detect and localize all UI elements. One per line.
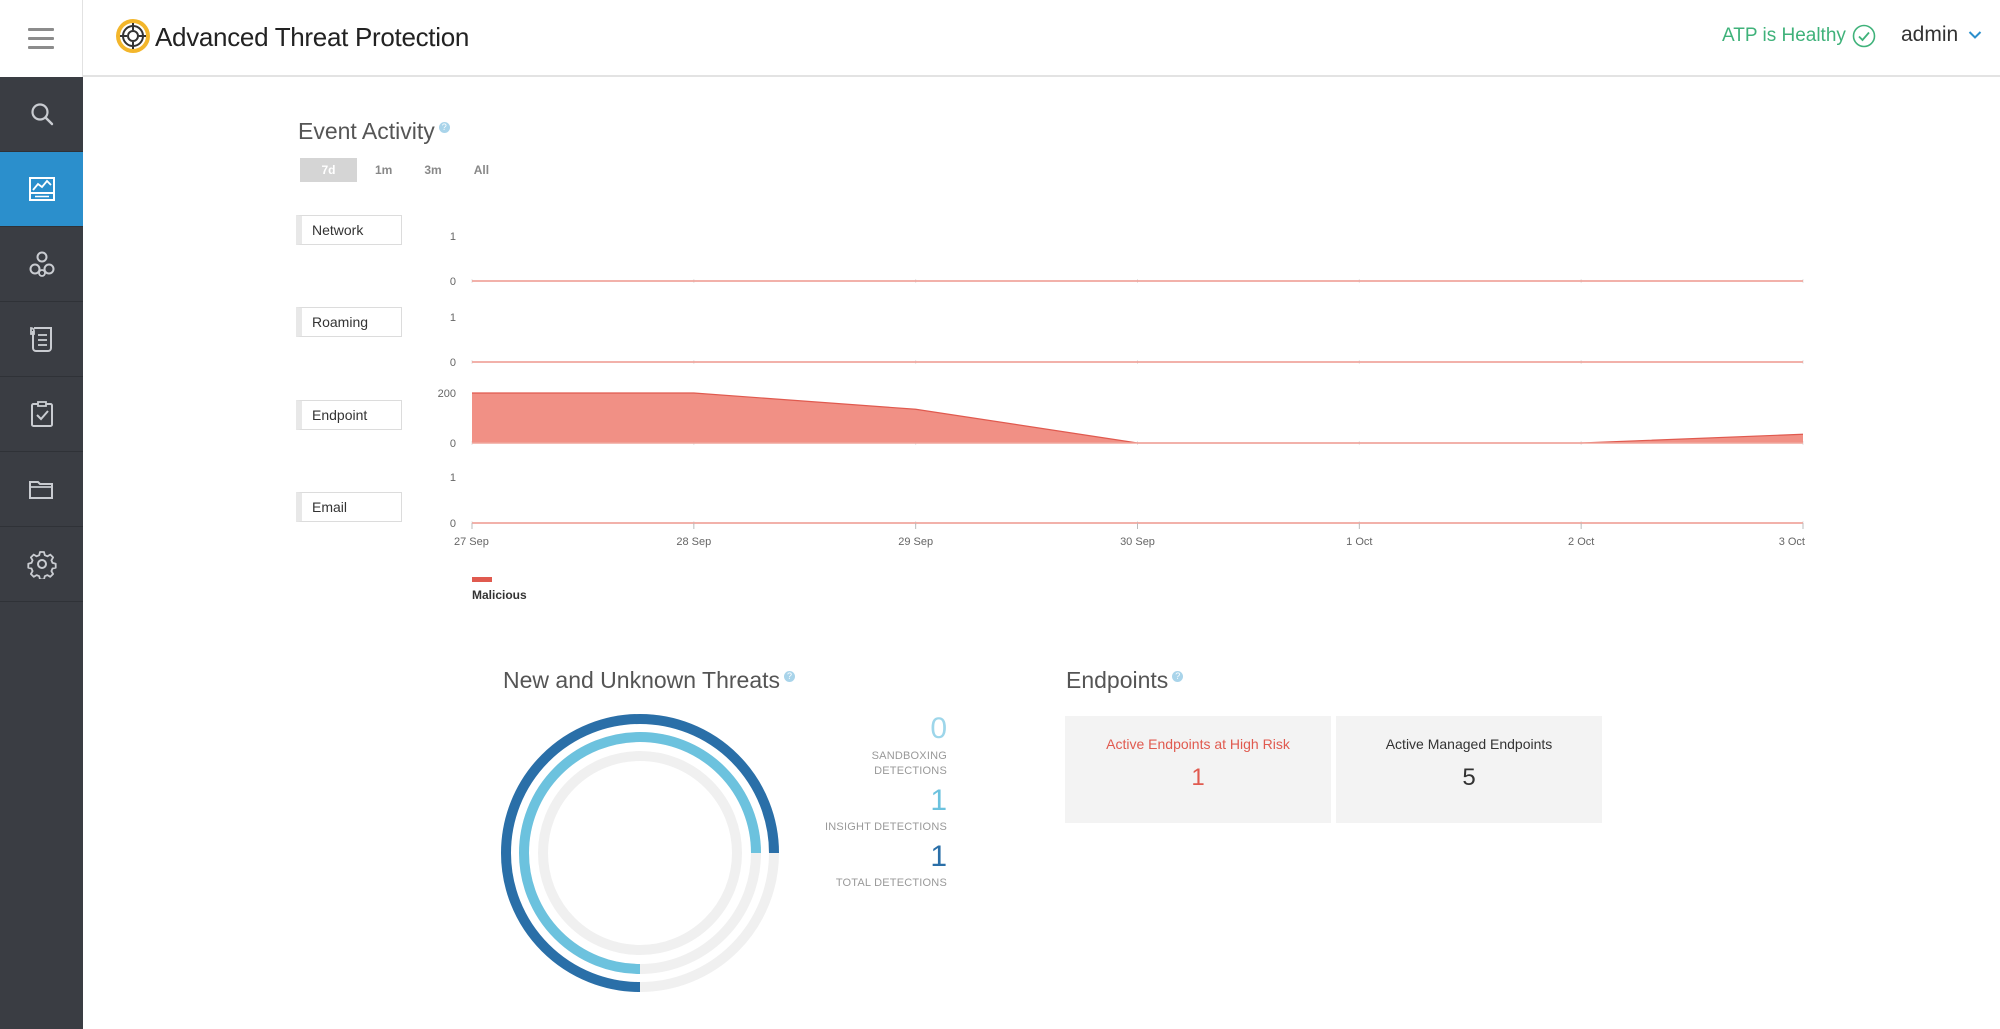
y-tick-label: 0 [450, 357, 456, 369]
gear-icon [26, 551, 57, 579]
stat-sandboxing-value: 0 [930, 712, 947, 745]
threats-title: New and Unknown Threats? [503, 667, 795, 694]
card-high-risk-endpoints[interactable]: Active Endpoints at High Risk 1 [1065, 716, 1331, 823]
sidebar-item-search[interactable] [0, 77, 83, 152]
actions-icon [30, 401, 53, 427]
sidebar-item-dashboard[interactable] [0, 152, 83, 227]
donut-arc-insight [519, 732, 761, 974]
health-status[interactable]: ATP is Healthy [1722, 24, 1876, 48]
sidebar-item-actions[interactable] [0, 377, 83, 452]
legend-label-malicious[interactable]: Malicious [472, 588, 527, 602]
threats-donut-chart [501, 714, 779, 992]
check-circle-icon [1852, 24, 1876, 48]
x-tick-label: 1 Oct [1346, 536, 1372, 548]
x-tick-label: 2 Oct [1568, 536, 1594, 548]
card-managed-value: 5 [1462, 764, 1476, 791]
app-title: Advanced Threat Protection [155, 22, 470, 52]
sidebar-item-incidents[interactable] [0, 227, 83, 302]
search-icon [30, 103, 53, 126]
x-tick-label: 3 Oct [1779, 536, 1805, 548]
range-tabs: 7d 1m 3m All [300, 158, 507, 182]
tab-range-7d[interactable]: 7d [300, 158, 357, 182]
tab-range-all[interactable]: All [473, 163, 490, 177]
x-tick-label: 30 Sep [1120, 536, 1155, 548]
card-managed-title: Active Managed Endpoints [1385, 736, 1553, 752]
folder-icon [28, 481, 53, 499]
tab-range-3m[interactable]: 3m [424, 163, 442, 177]
events-icon [29, 327, 52, 352]
menu-icon [28, 25, 54, 52]
top-header: Advanced Threat Protection ATP is Health… [83, 0, 2000, 77]
y-tick-label: 200 [438, 388, 456, 400]
stat-insight-value: 1 [930, 784, 947, 817]
help-icon[interactable]: ? [438, 122, 450, 133]
stat-total-value: 1 [930, 840, 947, 873]
card-high-risk-title: Active Endpoints at High Risk [1106, 736, 1290, 752]
x-tick-label: 28 Sep [676, 536, 711, 548]
sidebar-item-settings[interactable] [0, 527, 83, 602]
incidents-icon [29, 251, 54, 277]
card-high-risk-value: 1 [1191, 764, 1205, 791]
y-tick-label: 0 [450, 276, 456, 288]
area-endpoint [472, 393, 1803, 443]
threats-title-text: New and Unknown Threats [503, 667, 780, 693]
event-activity-title-text: Event Activity [298, 118, 435, 144]
user-menu[interactable]: admin [1901, 23, 1982, 47]
health-status-label: ATP is Healthy [1722, 25, 1846, 46]
x-tick-label: 27 Sep [454, 536, 489, 548]
row-label-endpoint[interactable]: Endpoint [296, 400, 402, 430]
user-name: admin [1901, 23, 1959, 46]
help-icon[interactable]: ? [1172, 671, 1184, 682]
row-label-roaming[interactable]: Roaming [296, 307, 402, 337]
hamburger-menu-button[interactable] [0, 0, 83, 77]
row-label-network[interactable]: Network [296, 215, 402, 245]
y-tick-label: 1 [450, 312, 456, 324]
dashboard-icon [28, 177, 55, 201]
chevron-down-icon [1968, 31, 1982, 39]
sidebar-item-events[interactable] [0, 302, 83, 377]
row-label-email[interactable]: Email [296, 492, 402, 522]
y-tick-label: 1 [450, 472, 456, 484]
y-tick-label: 1 [450, 231, 456, 243]
y-tick-label: 0 [450, 438, 456, 450]
help-icon[interactable]: ? [784, 671, 795, 682]
stat-total-label: TOTAL DETECTIONS [835, 877, 947, 889]
y-tick-label: 0 [450, 518, 456, 530]
stat-sandboxing-label-line1: SANDBOXING [871, 750, 947, 762]
sidebar [0, 77, 83, 1029]
sidebar-item-folder[interactable] [0, 452, 83, 527]
legend-swatch-malicious [472, 577, 492, 582]
stat-sandboxing-label: SANDBOXING DETECTIONS [872, 749, 947, 779]
stat-sandboxing-label-line2: DETECTIONS [874, 765, 947, 777]
donut-arc-total [501, 714, 779, 992]
endpoints-title-text: Endpoints [1066, 667, 1169, 693]
card-managed-endpoints[interactable]: Active Managed Endpoints 5 [1336, 716, 1602, 823]
event-activity-chart: 1 0 1 0 200 0 1 0 27 Sep 28 Sep 29 Sep 30 Sep 1 Oct 2… [438, 231, 1805, 548]
event-activity-title: Event Activity? [298, 118, 450, 145]
x-tick-label: 29 Sep [898, 536, 933, 548]
atp-logo-icon [116, 19, 150, 53]
tab-range-1m[interactable]: 1m [375, 163, 393, 177]
stat-insight-label: INSIGHT DETECTIONS [825, 821, 947, 833]
endpoints-title: Endpoints? [1066, 667, 1184, 694]
